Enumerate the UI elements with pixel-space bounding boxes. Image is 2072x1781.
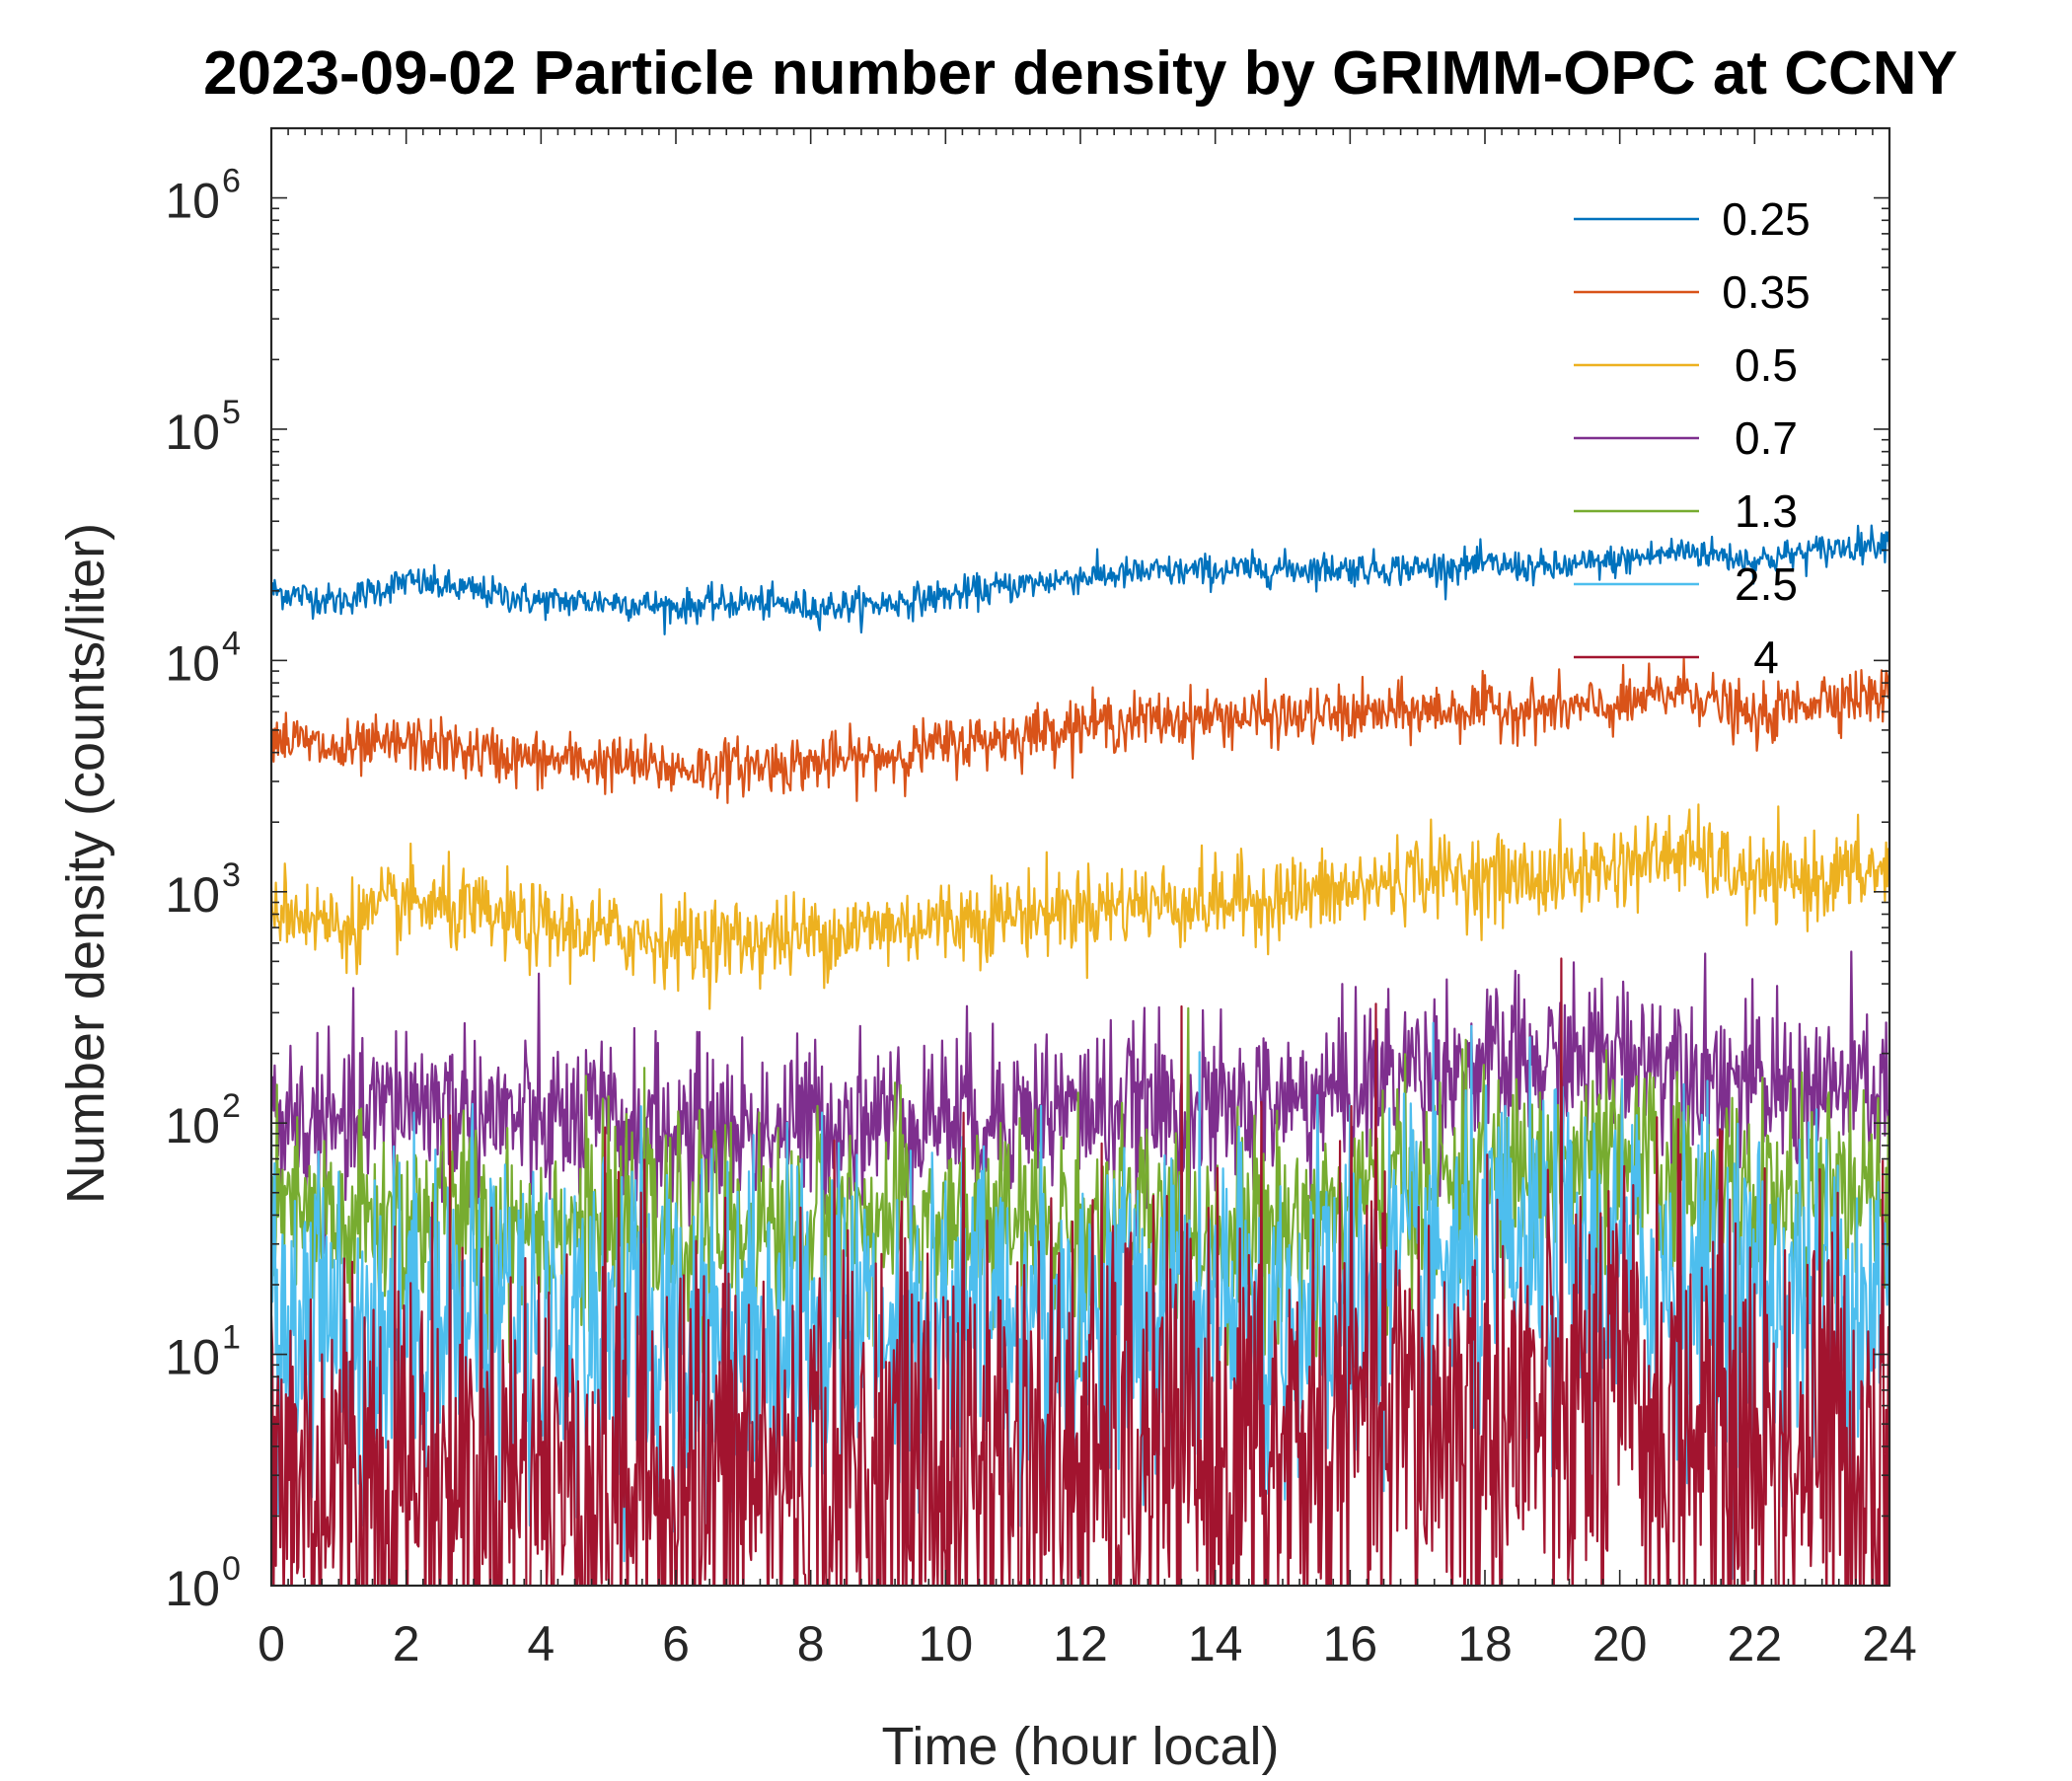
x-tick-label: 4 bbox=[527, 1616, 555, 1671]
y-tick-label: 10 bbox=[165, 1330, 220, 1385]
y-tick-label: 10 bbox=[165, 1561, 220, 1616]
y-tick-label: 10 bbox=[165, 635, 220, 691]
x-tick-label: 16 bbox=[1323, 1616, 1378, 1671]
x-tick-label: 2 bbox=[393, 1616, 420, 1671]
series-line-1-3 bbox=[271, 1006, 1889, 1378]
y-tick-exponent: 2 bbox=[222, 1087, 241, 1125]
x-tick-label: 18 bbox=[1457, 1616, 1513, 1671]
chart-title: 2023-09-02 Particle number density by GR… bbox=[203, 39, 1958, 108]
x-tick-label: 10 bbox=[919, 1616, 974, 1671]
y-tick-exponent: 5 bbox=[222, 394, 241, 431]
x-tick-label: 0 bbox=[258, 1616, 285, 1671]
y-tick-exponent: 0 bbox=[222, 1550, 241, 1588]
legend-label-0-7: 0.7 bbox=[1735, 412, 1798, 464]
x-tick-label: 20 bbox=[1592, 1616, 1648, 1671]
y-axis-label: Number density (counts/liter) bbox=[56, 523, 115, 1204]
legend-label-0-35: 0.35 bbox=[1722, 266, 1811, 318]
legend: 0.25 0.35 0.5 0.7 1.3 2.5 4 bbox=[1574, 193, 1811, 683]
x-axis-label: Time (hour local) bbox=[881, 1717, 1279, 1776]
series-line-0-7 bbox=[271, 950, 1889, 1255]
x-tick-label: 14 bbox=[1188, 1616, 1243, 1671]
legend-label-1-3: 1.3 bbox=[1735, 485, 1798, 537]
y-tick-label: 10 bbox=[165, 1098, 220, 1153]
series-line-0-35 bbox=[271, 657, 1889, 804]
x-tick-label: 22 bbox=[1728, 1616, 1783, 1671]
y-tick-label: 10 bbox=[165, 405, 220, 460]
legend-label-0-5: 0.5 bbox=[1735, 339, 1798, 391]
x-tick-label: 6 bbox=[662, 1616, 690, 1671]
y-tick-exponent: 4 bbox=[222, 625, 241, 662]
y-tick-exponent: 3 bbox=[222, 856, 241, 894]
legend-label-2-5: 2.5 bbox=[1735, 558, 1798, 610]
legend-label-4: 4 bbox=[1753, 631, 1779, 683]
x-tick-label: 8 bbox=[797, 1616, 825, 1671]
y-tick-exponent: 6 bbox=[222, 163, 241, 200]
legend-label-0-25: 0.25 bbox=[1722, 193, 1811, 245]
series-line-0-25 bbox=[271, 524, 1889, 635]
y-tick-label: 10 bbox=[165, 174, 220, 229]
x-tick-label: 24 bbox=[1862, 1616, 1917, 1671]
y-tick-label: 10 bbox=[165, 867, 220, 923]
x-tick-label: 12 bbox=[1053, 1616, 1108, 1671]
series-line-0-5 bbox=[271, 803, 1889, 1010]
y-tick-exponent: 1 bbox=[222, 1319, 241, 1357]
